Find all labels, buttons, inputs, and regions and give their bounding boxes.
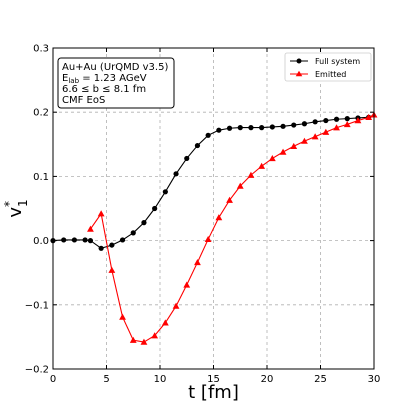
data-point	[108, 266, 116, 273]
data-point	[247, 171, 255, 178]
data-point	[140, 338, 148, 345]
info-box-frame	[57, 57, 175, 109]
y-axis-label-main: v	[5, 207, 26, 218]
data-point	[152, 205, 158, 212]
data-point	[311, 133, 319, 140]
data-point	[87, 238, 94, 244]
data-point	[226, 125, 233, 131]
x-tick-label: 30	[368, 374, 381, 385]
x-tick-label: 0	[50, 374, 56, 385]
data-point	[216, 127, 222, 133]
data-point	[215, 214, 223, 221]
data-point	[151, 332, 159, 339]
data-point	[129, 336, 137, 343]
data-point	[183, 281, 191, 288]
data-point	[205, 132, 211, 138]
series-line	[89, 114, 375, 343]
data-point	[354, 117, 362, 124]
series-emitted	[87, 111, 378, 345]
info-line-system: Au+Au (UrQMD v3.5)	[62, 62, 168, 73]
data-point	[141, 220, 147, 226]
data-point	[344, 116, 350, 122]
x-tick-label: 10	[154, 374, 167, 385]
data-point	[172, 302, 180, 309]
data-point	[194, 142, 201, 149]
data-point	[71, 237, 77, 243]
data-point	[291, 122, 297, 128]
info-box: Au+Au (UrQMD v3.5) Elab = 1.23 AGeV 6.6 …	[57, 57, 175, 109]
data-point	[98, 245, 104, 251]
legend-label-full-system: Full system	[315, 57, 360, 66]
data-point	[333, 116, 340, 122]
y-axis-label: v*1	[2, 199, 30, 217]
y-tick-label: 0.1	[33, 172, 49, 183]
legend: Full system Emitted	[284, 52, 372, 82]
data-point	[130, 230, 136, 236]
y-tick-label: 0.3	[33, 44, 49, 55]
data-point	[236, 182, 244, 189]
x-tick-label: 5	[103, 374, 109, 385]
data-point	[226, 196, 233, 203]
data-point	[184, 155, 190, 162]
data-point	[343, 120, 351, 128]
data-point	[312, 119, 318, 125]
data-point	[323, 117, 329, 124]
x-tick-label: 15	[207, 374, 220, 385]
data-point	[194, 259, 201, 266]
data-point	[82, 237, 88, 243]
data-point	[248, 125, 254, 131]
data-point	[119, 237, 126, 243]
series-line	[52, 116, 369, 249]
y-axis-label-sup: *	[2, 201, 16, 207]
data-point	[87, 225, 94, 232]
y-tick-label: 0.2	[33, 108, 49, 119]
x-tick-label: 20	[261, 374, 274, 385]
x-tick-label: 25	[314, 374, 327, 385]
y-tick-label: −0.1	[25, 300, 49, 311]
data-point	[204, 235, 212, 243]
legend-marker-full-system	[296, 58, 302, 64]
svg-text:v*1: v*1	[2, 199, 30, 217]
data-point	[290, 142, 298, 149]
data-point	[269, 124, 275, 130]
data-point	[365, 113, 373, 121]
data-point	[258, 162, 266, 169]
legend-marker-emitted	[295, 70, 303, 77]
data-point	[237, 125, 243, 131]
y-axis-label-sub: 1	[16, 199, 30, 207]
y-tick-label: −0.2	[25, 365, 49, 376]
data-point	[333, 124, 340, 131]
x-axis-label: t [fm]	[188, 382, 239, 403]
data-point	[268, 155, 276, 162]
data-point	[97, 210, 105, 217]
legend-label-emitted: Emitted	[315, 70, 346, 79]
data-point	[61, 237, 67, 243]
info-line-eos: CMF EoS	[62, 95, 105, 106]
data-point	[173, 171, 179, 177]
ticks: 0 5 10 15 20 25 30 −0.2 −0.1 0.0 0.1 0.2 0.3	[25, 44, 381, 386]
series-full-system	[50, 114, 372, 251]
data-point	[301, 121, 308, 127]
data-point	[119, 313, 126, 320]
series-layer	[50, 111, 378, 345]
data-point	[280, 123, 286, 129]
data-point	[162, 189, 168, 195]
y-tick-label: 0.0	[33, 236, 49, 247]
data-point	[109, 242, 115, 248]
data-point	[259, 125, 265, 131]
data-point	[279, 148, 287, 155]
info-line-energy: Elab = 1.23 AGeV	[62, 73, 147, 85]
data-point	[301, 137, 308, 144]
data-point	[322, 128, 330, 135]
data-point	[161, 319, 169, 326]
info-line-impact: 6.6 ≤ b ≤ 8.1 fm	[62, 84, 146, 95]
